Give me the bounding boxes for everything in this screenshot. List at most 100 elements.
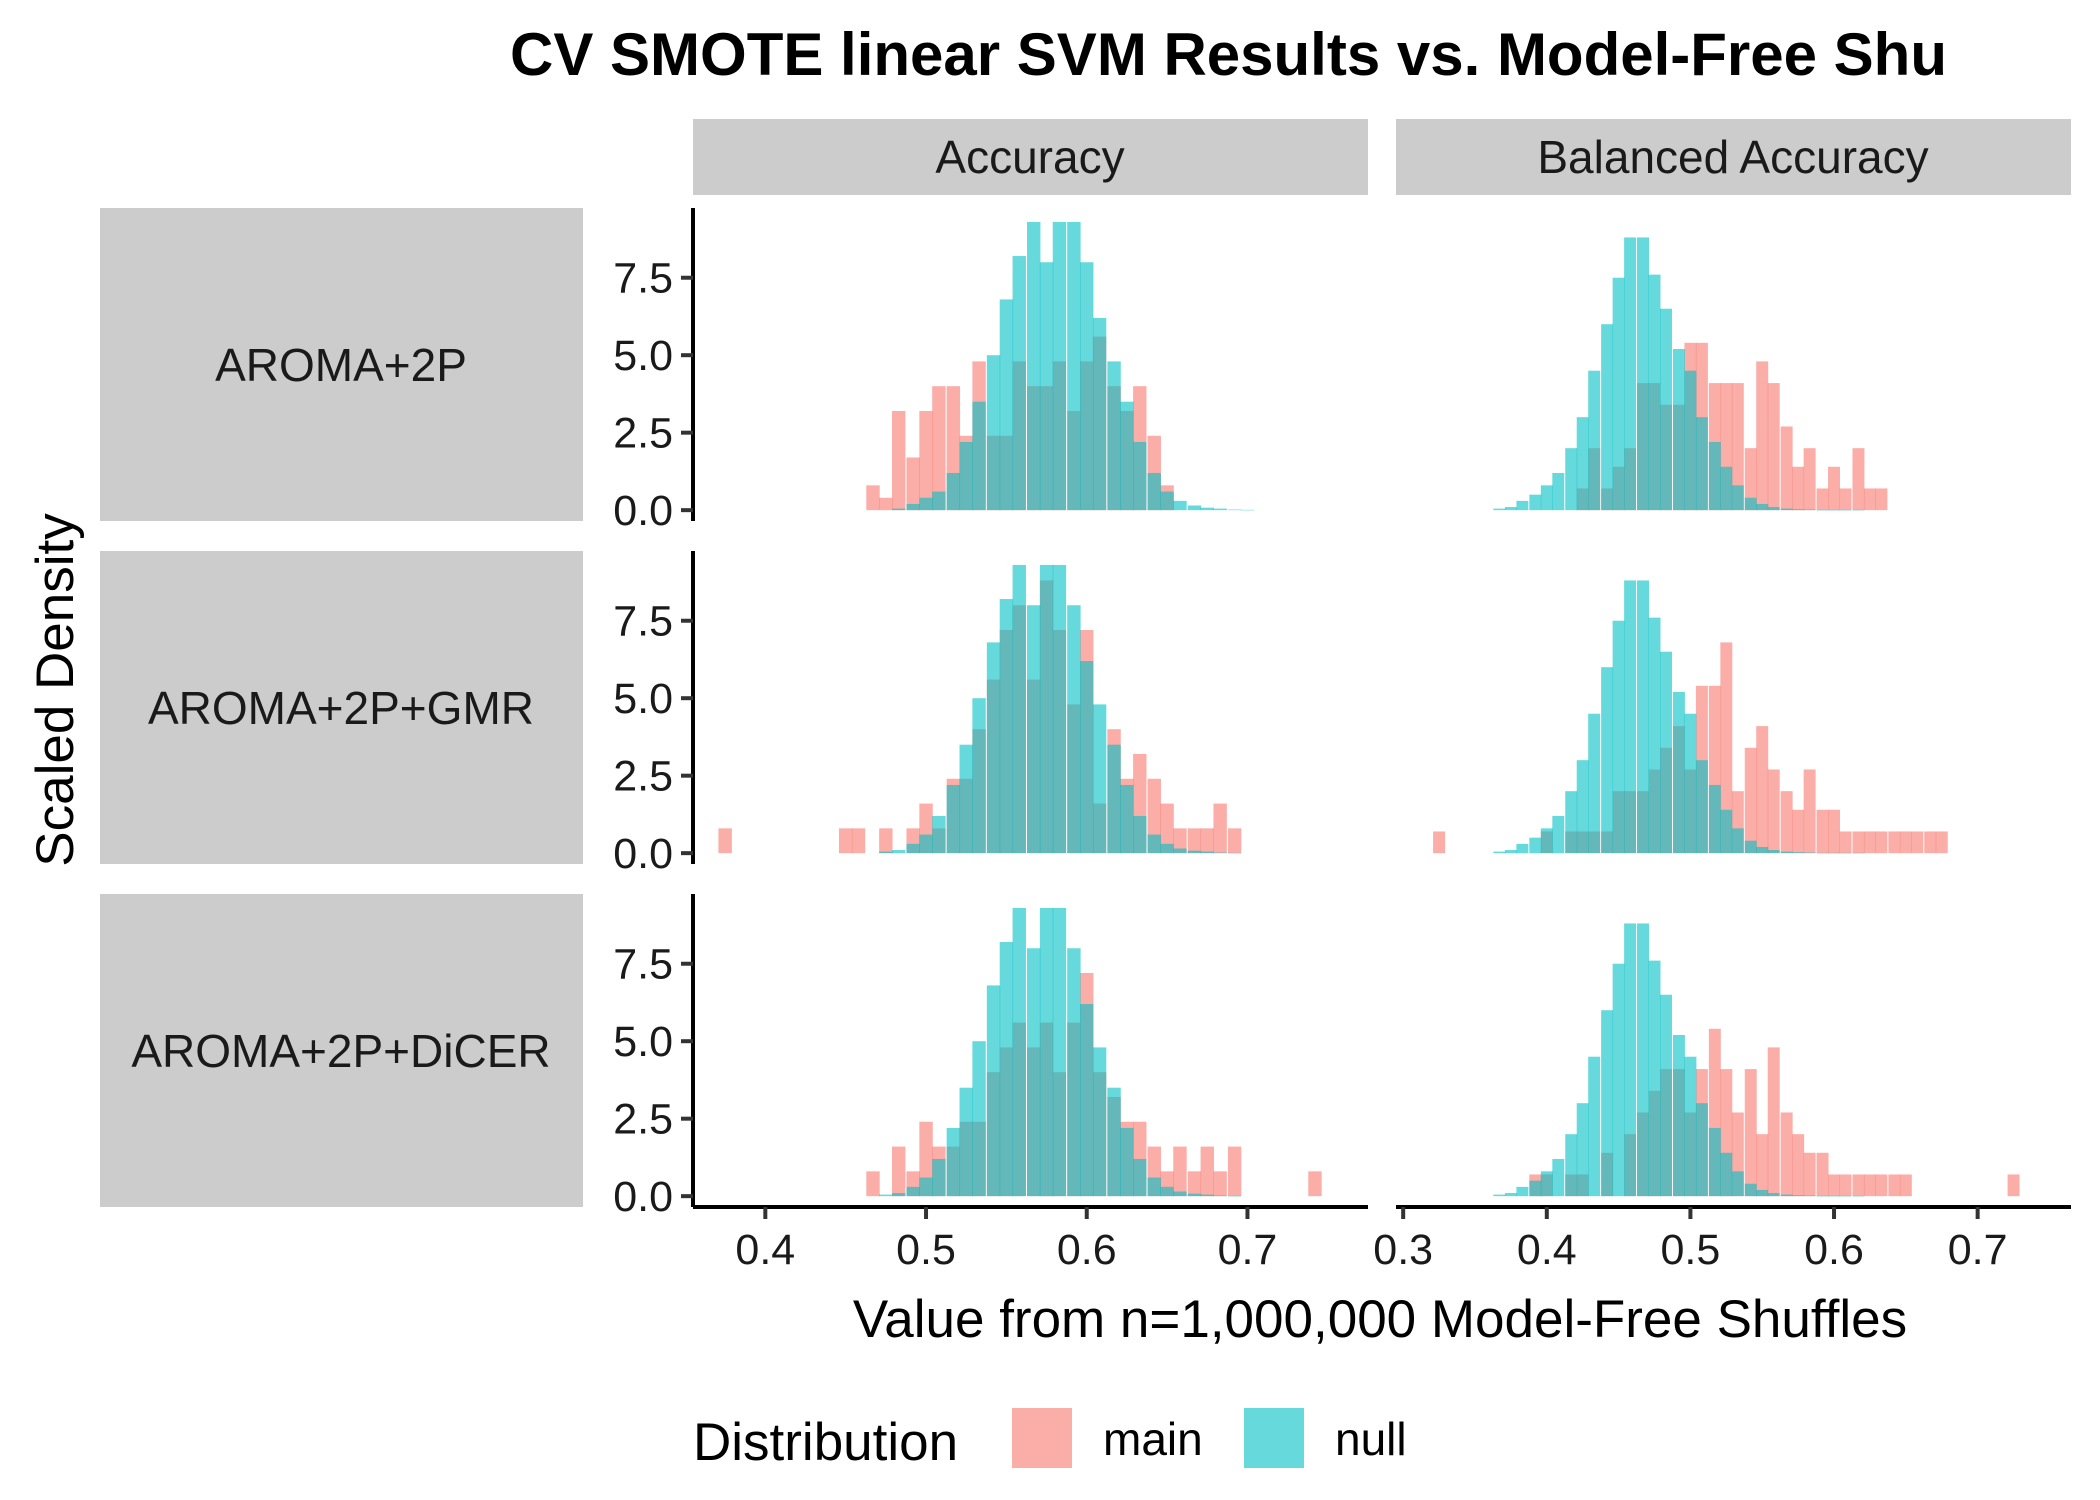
histogram-bar-main (1875, 488, 1888, 511)
histogram-bar-null (1540, 828, 1553, 854)
histogram-bar-null (1012, 256, 1026, 511)
histogram-bar-null (1803, 509, 1816, 511)
chart-title: CV SMOTE linear SVM Results vs. Model-Fr… (510, 21, 1947, 88)
histogram-bar-main (1756, 361, 1769, 511)
histogram-bar-null (1540, 485, 1553, 511)
histogram-bar-main (932, 386, 946, 511)
histogram-bar-main (1899, 1174, 1912, 1197)
histogram-bar-null (1660, 651, 1672, 854)
histogram-bar-null (959, 744, 973, 854)
histogram-bar-null (1107, 744, 1121, 854)
histogram-bar-null (1756, 503, 1769, 511)
histogram-bar-main (838, 828, 853, 854)
histogram-bar-main (1888, 831, 1901, 854)
histogram-bar-null (1803, 1195, 1816, 1197)
histogram-bar-main (1767, 383, 1780, 511)
histogram-bar-main (1863, 488, 1876, 511)
histogram-bar-main (1828, 466, 1841, 511)
histogram-bar-null (1092, 1047, 1107, 1197)
panel (718, 564, 1242, 854)
row-strip-aroma-2p-gmr (100, 551, 583, 864)
histogram-bar-main (1816, 488, 1829, 511)
histogram-bar-null (1744, 497, 1757, 511)
histogram-bar-main (1720, 383, 1733, 511)
y-tick-label: 2.5 (613, 1096, 673, 1144)
x-tick-label: 0.5 (1661, 1226, 1721, 1274)
histogram-bar-null (946, 1127, 961, 1197)
histogram-bar-main (1863, 831, 1876, 854)
histogram-bar-null (1720, 466, 1733, 511)
histogram-bar-null (892, 850, 906, 854)
histogram-bar-main (1720, 642, 1733, 854)
histogram-bar-null (919, 497, 933, 511)
histogram-bar-main (919, 410, 933, 511)
row-strip-aroma-2p-dicer (100, 894, 583, 1207)
histogram-bar-null (1133, 441, 1147, 511)
histogram-bar-null (1720, 1152, 1733, 1197)
histogram-bar-null (959, 1087, 973, 1197)
histogram-bar-main (866, 485, 880, 511)
histogram-bar-null (1708, 441, 1721, 511)
x-tick-label: 0.7 (1948, 1226, 2008, 1274)
histogram-bar-null (1529, 1180, 1542, 1197)
histogram-bar-main (1708, 1028, 1721, 1197)
histogram-bar-null (1039, 907, 1054, 1197)
histogram-bar-null (1227, 852, 1242, 854)
histogram-bar-null (1816, 1195, 1829, 1197)
histogram-bar-null (1612, 277, 1625, 511)
histogram-bar-null (1852, 852, 1865, 854)
histogram-bar-main (1803, 448, 1816, 511)
histogram-bar-null (1173, 1191, 1187, 1197)
histogram-bar-null (1612, 620, 1625, 854)
histogram-bar-null (1187, 850, 1202, 854)
legend-label-null: null (1335, 1413, 1407, 1465)
histogram-bar-null (1516, 1186, 1529, 1197)
histogram-bar-null (1107, 1087, 1121, 1197)
x-tick-label: 0.6 (1057, 1226, 1117, 1274)
histogram-bar-null (1120, 784, 1134, 854)
column-strip-accuracy (693, 119, 1368, 195)
histogram-bar-null (1012, 564, 1026, 854)
row-strips: AROMA+2P AROMA+2P+GMR AROMA+2P+DiCER (100, 208, 583, 1207)
histogram-bar-main (1828, 809, 1841, 854)
histogram-bar-null (1200, 851, 1214, 854)
histogram-bar-null (1213, 1195, 1227, 1197)
histogram-bar-null (1731, 828, 1744, 854)
histogram-bar-null (1187, 1193, 1202, 1197)
histogram-bar-null (1147, 472, 1161, 511)
x-tick-label: 0.5 (896, 1226, 956, 1274)
histogram-bar-null (1173, 848, 1187, 854)
legend-title: Distribution (693, 1413, 958, 1472)
histogram-bar-main (851, 828, 866, 854)
histogram-bar-main (892, 410, 906, 511)
histogram-bar-null (1731, 1171, 1744, 1197)
histogram-bar-main (1187, 1171, 1202, 1197)
histogram-bar-null (1828, 1195, 1841, 1197)
histogram-bar-null (1067, 605, 1081, 854)
histogram-bar-null (1744, 1183, 1757, 1197)
legend-swatch-null (1244, 1408, 1304, 1468)
histogram-bar-main (1308, 1171, 1322, 1197)
column-strip-label: Balanced Accuracy (1537, 131, 1928, 183)
column-strip-balanced-accuracy (1396, 119, 2071, 195)
histogram-bar-null (1637, 580, 1649, 854)
histogram-bar-null (1067, 948, 1081, 1197)
histogram-bar-main (1200, 1146, 1214, 1197)
histogram-bar-null (1852, 1195, 1865, 1197)
y-tick-label: 7.5 (613, 941, 673, 989)
histogram-bar-null (1588, 713, 1601, 854)
histogram-bar-null (1133, 815, 1147, 854)
histogram-bar-null (1780, 508, 1793, 511)
chart-panels (718, 221, 2020, 1197)
histogram-bar-null (1624, 923, 1637, 1197)
histogram-bar-null (1227, 509, 1242, 511)
histogram-bar-main (1731, 791, 1744, 854)
histogram-bar-main (1924, 831, 1937, 854)
histogram-bar-main (1744, 1069, 1757, 1197)
histogram-bar-null (1039, 262, 1054, 511)
histogram-bar-null (1052, 907, 1067, 1197)
histogram-bar-main (1875, 831, 1888, 854)
histogram-bar-main (1803, 1152, 1816, 1197)
y-tick-label: 0.0 (613, 830, 673, 878)
histogram-bar-null (1027, 221, 1041, 511)
